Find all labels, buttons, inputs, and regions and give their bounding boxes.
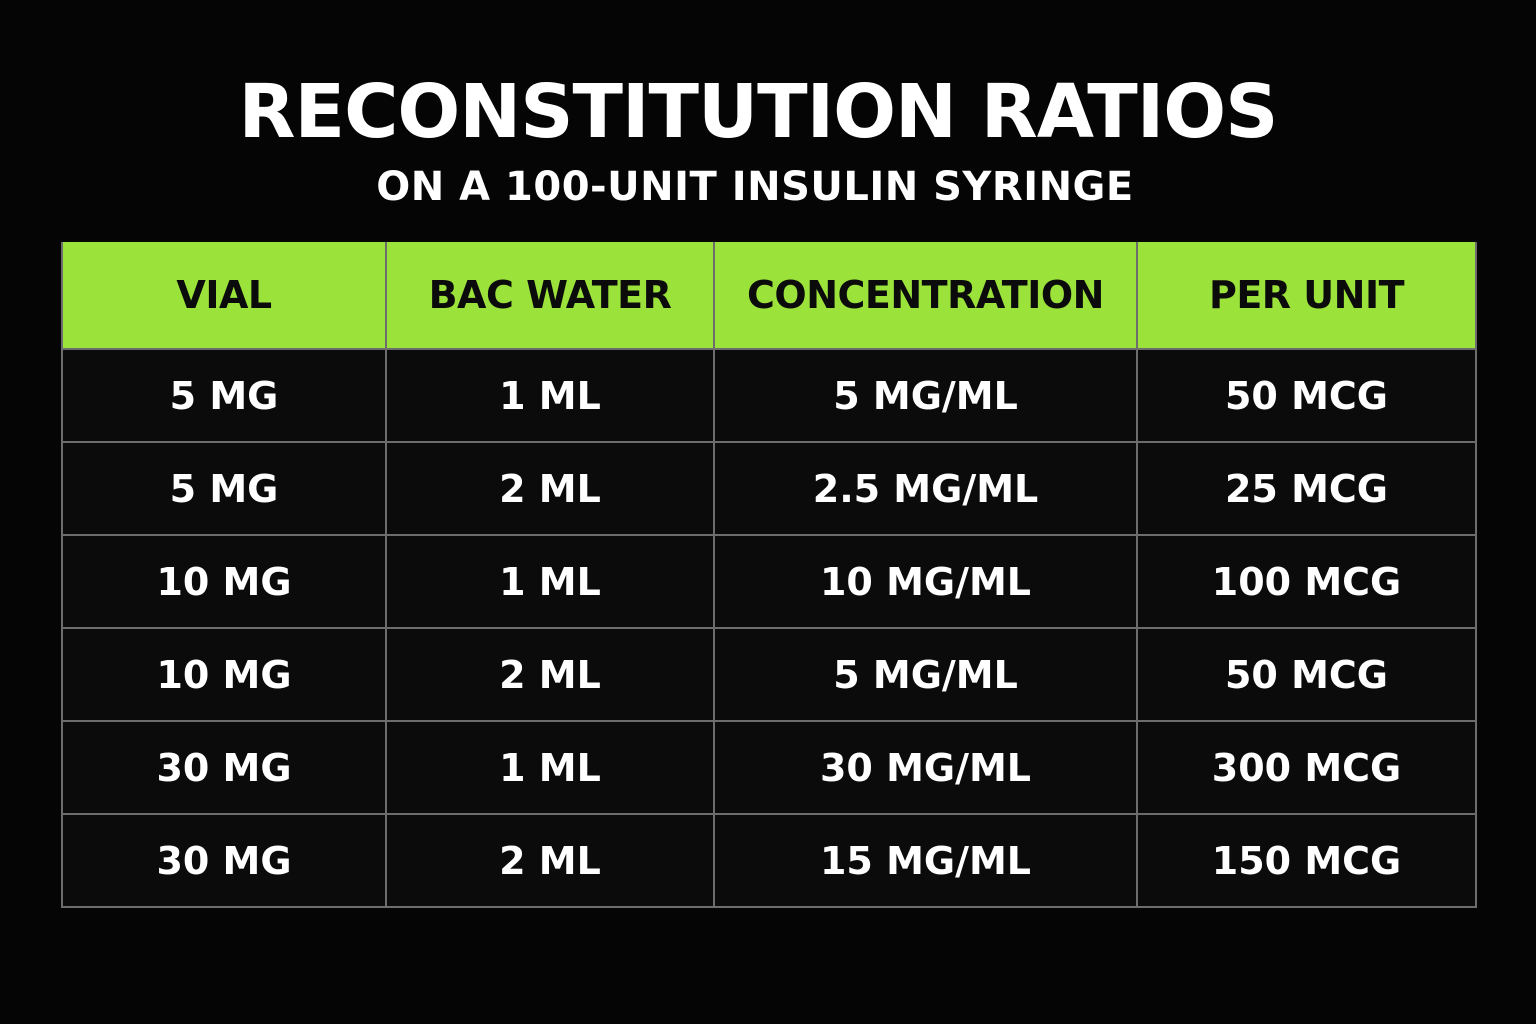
table-header-row: VIAL BAC WATER CONCENTRATION PER UNIT [61,242,1477,349]
cell-per-unit: 300 MCG [1136,720,1477,815]
cell-vial: 10 MG [61,627,387,722]
cell-concentration: 15 MG/ML [713,813,1138,908]
table-row: 30 MG 2 ML 15 MG/ML 150 MCG [61,813,1477,908]
cell-concentration: 2.5 MG/ML [713,441,1138,536]
table-row: 30 MG 1 ML 30 MG/ML 300 MCG [61,720,1477,815]
table-row: 5 MG 2 ML 2.5 MG/ML 25 MCG [61,441,1477,536]
cell-per-unit: 150 MCG [1136,813,1477,908]
page-subtitle: ON A 100-UNIT INSULIN SYRINGE [376,164,1134,210]
cell-vial: 5 MG [61,441,387,536]
column-header-concentration: CONCENTRATION [713,242,1138,349]
cell-vial: 30 MG [61,720,387,815]
cell-per-unit: 50 MCG [1136,348,1477,443]
cell-concentration: 5 MG/ML [713,627,1138,722]
reconstitution-table: VIAL BAC WATER CONCENTRATION PER UNIT 5 … [61,242,1477,908]
table-row: 10 MG 1 ML 10 MG/ML 100 MCG [61,534,1477,629]
cell-vial: 30 MG [61,813,387,908]
column-header-bac-water: BAC WATER [385,242,715,349]
cell-bac-water: 2 ML [385,627,715,722]
cell-bac-water: 2 ML [385,813,715,908]
cell-vial: 10 MG [61,534,387,629]
column-header-vial: VIAL [61,242,387,349]
table-row: 10 MG 2 ML 5 MG/ML 50 MCG [61,627,1477,722]
page-title: RECONSTITUTION RATIOS [238,69,1279,155]
cell-concentration: 30 MG/ML [713,720,1138,815]
cell-per-unit: 100 MCG [1136,534,1477,629]
cell-bac-water: 1 ML [385,348,715,443]
cell-per-unit: 25 MCG [1136,441,1477,536]
cell-concentration: 10 MG/ML [713,534,1138,629]
column-header-per-unit: PER UNIT [1136,242,1477,349]
table-row: 5 MG 1 ML 5 MG/ML 50 MCG [61,348,1477,443]
cell-bac-water: 1 ML [385,534,715,629]
cell-vial: 5 MG [61,348,387,443]
cell-per-unit: 50 MCG [1136,627,1477,722]
cell-bac-water: 1 ML [385,720,715,815]
cell-bac-water: 2 ML [385,441,715,536]
cell-concentration: 5 MG/ML [713,348,1138,443]
